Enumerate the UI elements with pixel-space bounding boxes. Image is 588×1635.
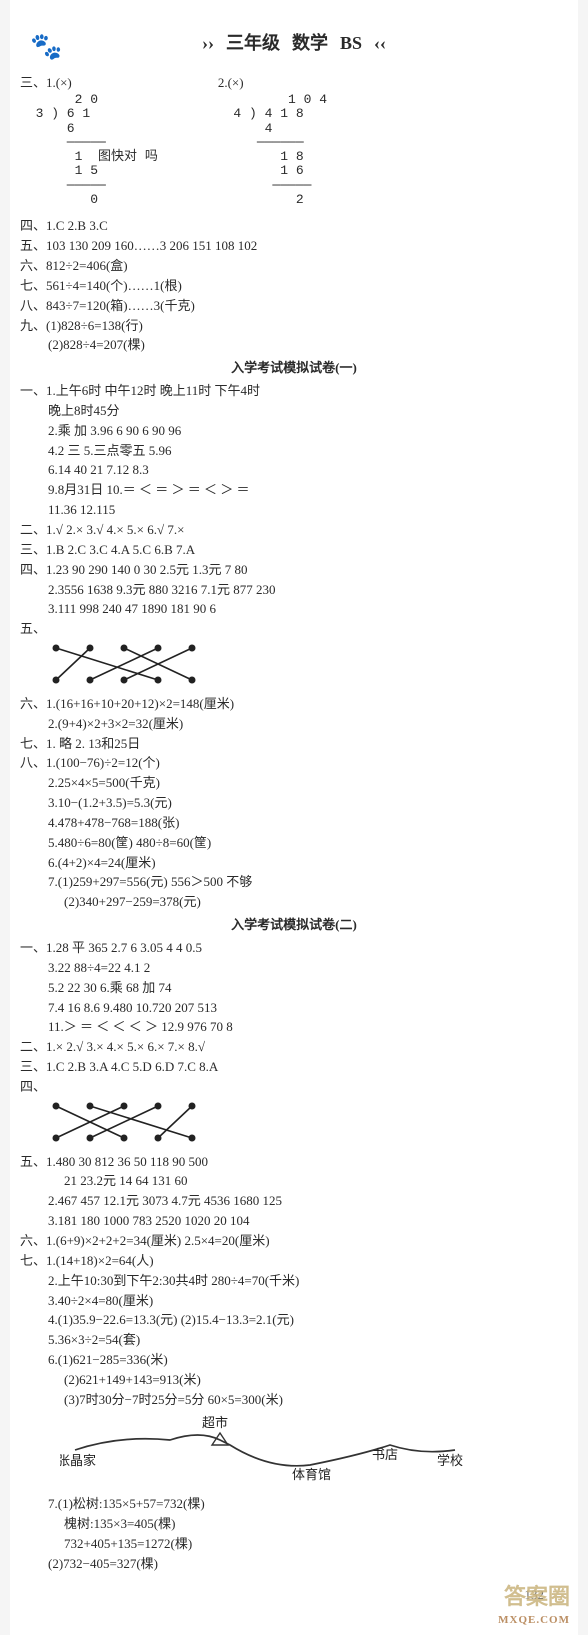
e1-8-7: 7.(1)259+297=556(元) 556＞500 不够 xyxy=(20,873,568,892)
paw-icon: 🐾 xyxy=(30,28,62,66)
watermark-main: 答案圈 xyxy=(498,1581,570,1613)
e2-7-3: 3.40÷2×4=80(厘米) xyxy=(20,1292,568,1311)
svg-text:书店: 书店 xyxy=(372,1447,398,1462)
section-9-2: (2)828÷4=207(棵) xyxy=(20,336,568,355)
page-header: ›› 三年级 数学 BS ‹‹ xyxy=(20,30,568,56)
svg-text:超市: 超市 xyxy=(202,1415,228,1430)
e1-1-7: 11.36 12.115 xyxy=(20,501,568,520)
e2-1-2: 3.22 88÷4=22 4.1 2 xyxy=(20,959,568,978)
matching-diagram-1 xyxy=(48,642,218,686)
svg-text:体育馆: 体育馆 xyxy=(292,1467,331,1482)
e2-7-4: 4.(1)35.9−22.6=13.3(元) (2)15.4−13.3=2.1(… xyxy=(20,1311,568,1330)
e1-8-1: 八、1.(100−76)÷2=12(个) xyxy=(20,754,568,773)
matching-diagram-2 xyxy=(48,1100,218,1144)
e2-7-5: 5.36×3÷2=54(套) xyxy=(20,1331,568,1350)
division-work-2: 1 0 4 4 ) 4 1 8 4 ────── 1 8 1 6 ───── 2 xyxy=(218,93,327,207)
section-6: 六、812÷2=406(盒) xyxy=(20,257,568,276)
e2-7-2: 2.上午10:30到下午2:30共4时 280÷4=70(千米) xyxy=(20,1272,568,1291)
e2-2: 二、1.× 2.√ 3.× 4.× 5.× 6.× 7.× 8.√ xyxy=(20,1038,568,1057)
e1-8-3: 3.10−(1.2+3.5)=5.3(元) xyxy=(20,794,568,813)
long-division-1: 三、1.(×) 2 0 3 ) 6 1 6 ───── 1 图快对 吗 1 5 … xyxy=(20,74,158,207)
e2-7b-1: 7.(1)松树:135×5+57=732(棵) xyxy=(20,1495,568,1514)
e1-8-8: (2)340+297−259=378(元) xyxy=(20,893,568,912)
e1-6a: 六、1.(16+16+10+20+12)×2=148(厘米) xyxy=(20,695,568,714)
e2-5c: 2.467 457 12.1元 3073 4.7元 4536 1680 125 xyxy=(20,1192,568,1211)
e1-7: 七、1. 略 2. 13和25日 xyxy=(20,735,568,754)
e2-4-label: 四、 xyxy=(20,1078,568,1097)
e1-1-3: 2.乘 加 3.96 6 90 6 90 96 xyxy=(20,422,568,441)
e1-8-6: 6.(4+2)×4=24(厘米) xyxy=(20,854,568,873)
section-7: 七、561÷4=140(个)……1(根) xyxy=(20,277,568,296)
e1-1-6: 9.8月31日 10.＝ ＜ ＝ ＞ ＝ ＜ ＞ ＝ xyxy=(20,481,568,500)
e2-1-4: 7.4 16 8.6 9.480 10.720 207 513 xyxy=(20,999,568,1018)
e2-7-6: 6.(1)621−285=336(米) xyxy=(20,1351,568,1370)
division-work-1: 2 0 3 ) 6 1 6 ───── 1 图快对 吗 1 5 ───── 0 xyxy=(20,93,158,207)
arrows-right: ‹‹ xyxy=(374,30,386,56)
long-division-2: 2.(×) 1 0 4 4 ) 4 1 8 4 ────── 1 8 1 6 ─… xyxy=(218,74,327,207)
svg-text:张晶家: 张晶家 xyxy=(60,1453,96,1468)
route-map: 张晶家 超市体育馆 书店 学校 xyxy=(60,1415,480,1485)
e1-1-5: 6.14 40 21 7.12 8.3 xyxy=(20,461,568,480)
section-4: 四、1.C 2.B 3.C xyxy=(20,217,568,236)
e1-1-4: 4.2 三 5.三点零五 5.96 xyxy=(20,442,568,461)
e1-8-4: 4.478+478−768=188(张) xyxy=(20,814,568,833)
section-5: 五、103 130 209 160……3 206 151 108 102 xyxy=(20,237,568,256)
code-label: BS xyxy=(340,30,362,56)
e2-1-5: 11.＞ ＝ ＜ ＜ ＜ ＞ 12.9 976 70 8 xyxy=(20,1018,568,1037)
grade-label: 三年级 xyxy=(226,30,280,56)
e2-5d: 3.181 180 1000 783 2520 1020 20 104 xyxy=(20,1212,568,1231)
section-9-1: 九、(1)828÷6=138(行) xyxy=(20,317,568,336)
e2-3: 三、1.C 2.B 3.A 4.C 5.D 6.D 7.C 8.A xyxy=(20,1058,568,1077)
e2-5a: 五、1.480 30 812 36 50 118 90 500 xyxy=(20,1153,568,1172)
e1-8-2: 2.25×4×5=500(千克) xyxy=(20,774,568,793)
watermark-sub: MXQE.COM xyxy=(498,1613,570,1629)
watermark: 答案圈 MXQE.COM xyxy=(498,1581,570,1629)
e2-7b-4: (2)732−405=327(棵) xyxy=(20,1555,568,1574)
e2-1-1: 一、1.28 平 365 2.7 6 3.05 4 4 0.5 xyxy=(20,939,568,958)
section-3-long-division: 三、1.(×) 2 0 3 ) 6 1 6 ───── 1 图快对 吗 1 5 … xyxy=(20,74,568,207)
e2-7-1: 七、1.(14+18)×2=64(人) xyxy=(20,1252,568,1271)
e1-4c: 3.111 998 240 47 1890 181 90 6 xyxy=(20,600,568,619)
e1-1-2: 晚上8时45分 xyxy=(20,402,568,421)
e1-1-1: 一、1.上午6时 中午12时 晚上11时 下午4时 xyxy=(20,382,568,401)
page: 🐾 ›› 三年级 数学 BS ‹‹ 三、1.(×) 2 0 3 ) 6 1 6 … xyxy=(10,0,578,1635)
sec3-label-1: 三、1.(×) xyxy=(20,75,72,90)
e1-4b: 2.3556 1638 9.3元 880 3216 7.1元 877 230 xyxy=(20,581,568,600)
e2-7b-2: 槐树:135×3=405(棵) xyxy=(20,1515,568,1534)
e2-7-7: (2)621+149+143=913(米) xyxy=(20,1371,568,1390)
exam2-title: 入学考试模拟试卷(二) xyxy=(20,916,568,935)
e2-7-8: (3)7时30分−7时25分=5分 60×5=300(米) xyxy=(20,1391,568,1410)
e2-5b: 21 23.2元 14 64 131 60 xyxy=(20,1172,568,1191)
e1-3: 三、1.B 2.C 3.C 4.A 5.C 6.B 7.A xyxy=(20,541,568,560)
svg-text:学校: 学校 xyxy=(437,1453,463,1468)
e1-6b: 2.(9+4)×2+3×2=32(厘米) xyxy=(20,715,568,734)
section-8: 八、843÷7=120(箱)……3(千克) xyxy=(20,297,568,316)
exam1-title: 入学考试模拟试卷(一) xyxy=(20,359,568,378)
subject-label: 数学 xyxy=(292,30,328,56)
e1-5-label: 五、 xyxy=(20,620,568,639)
e1-8-5: 5.480÷6=80(筐) 480÷8=60(筐) xyxy=(20,834,568,853)
e1-2: 二、1.√ 2.× 3.√ 4.× 5.× 6.√ 7.× xyxy=(20,521,568,540)
e2-6: 六、1.(6+9)×2+2+2=34(厘米) 2.5×4=20(厘米) xyxy=(20,1232,568,1251)
e2-1-3: 5.2 22 30 6.乘 68 加 74 xyxy=(20,979,568,998)
arrows-left: ›› xyxy=(202,30,214,56)
e1-4a: 四、1.23 90 290 140 0 30 2.5元 1.3元 7 80 xyxy=(20,561,568,580)
e2-7b-3: 732+405+135=1272(棵) xyxy=(20,1535,568,1554)
sec3-label-2: 2.(×) xyxy=(218,75,244,90)
